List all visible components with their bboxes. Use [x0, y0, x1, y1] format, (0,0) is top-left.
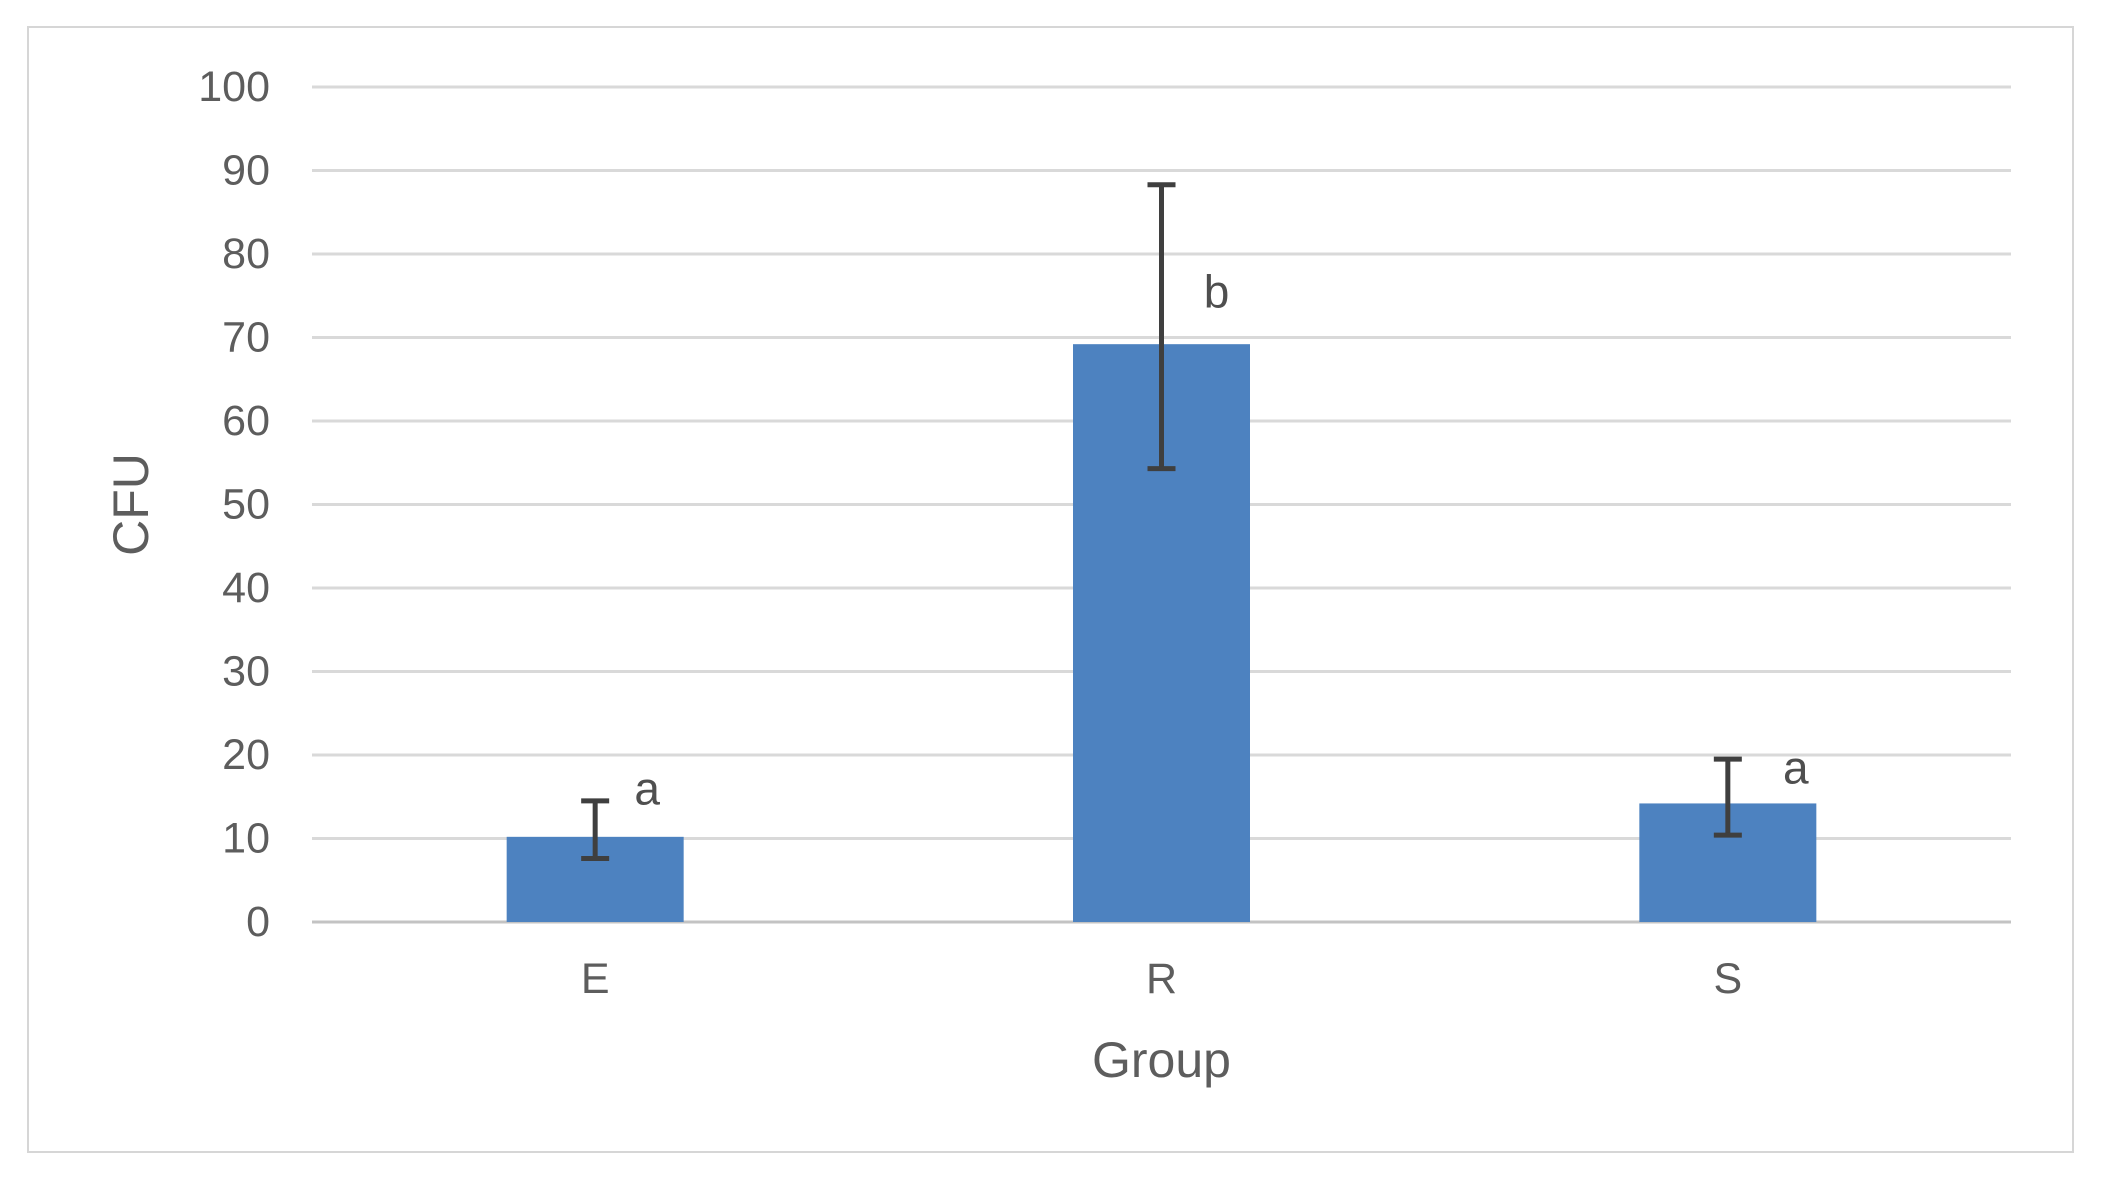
x-category-label: S	[1713, 955, 1742, 1003]
y-tick-label: 80	[222, 230, 270, 278]
y-tick-label: 30	[222, 648, 270, 696]
y-tick-label: 60	[222, 397, 270, 445]
y-tick-label: 50	[222, 481, 270, 529]
y-tick-label: 100	[198, 63, 270, 111]
y-tick-label: 20	[222, 731, 270, 779]
x-category-label: R	[1146, 955, 1177, 1003]
y-tick-label: 10	[222, 815, 270, 863]
y-tick-label: 70	[222, 314, 270, 362]
y-tick-label: 90	[222, 147, 270, 195]
x-axis-title: Group	[1092, 1032, 1231, 1088]
significance-label: a	[634, 762, 660, 814]
y-tick-label: 0	[246, 898, 270, 946]
y-tick-label: 40	[222, 564, 270, 612]
significance-label: a	[1783, 742, 1809, 794]
y-axis-title: CFU	[103, 453, 159, 556]
x-category-label: E	[581, 955, 610, 1003]
significance-label: b	[1204, 266, 1230, 318]
